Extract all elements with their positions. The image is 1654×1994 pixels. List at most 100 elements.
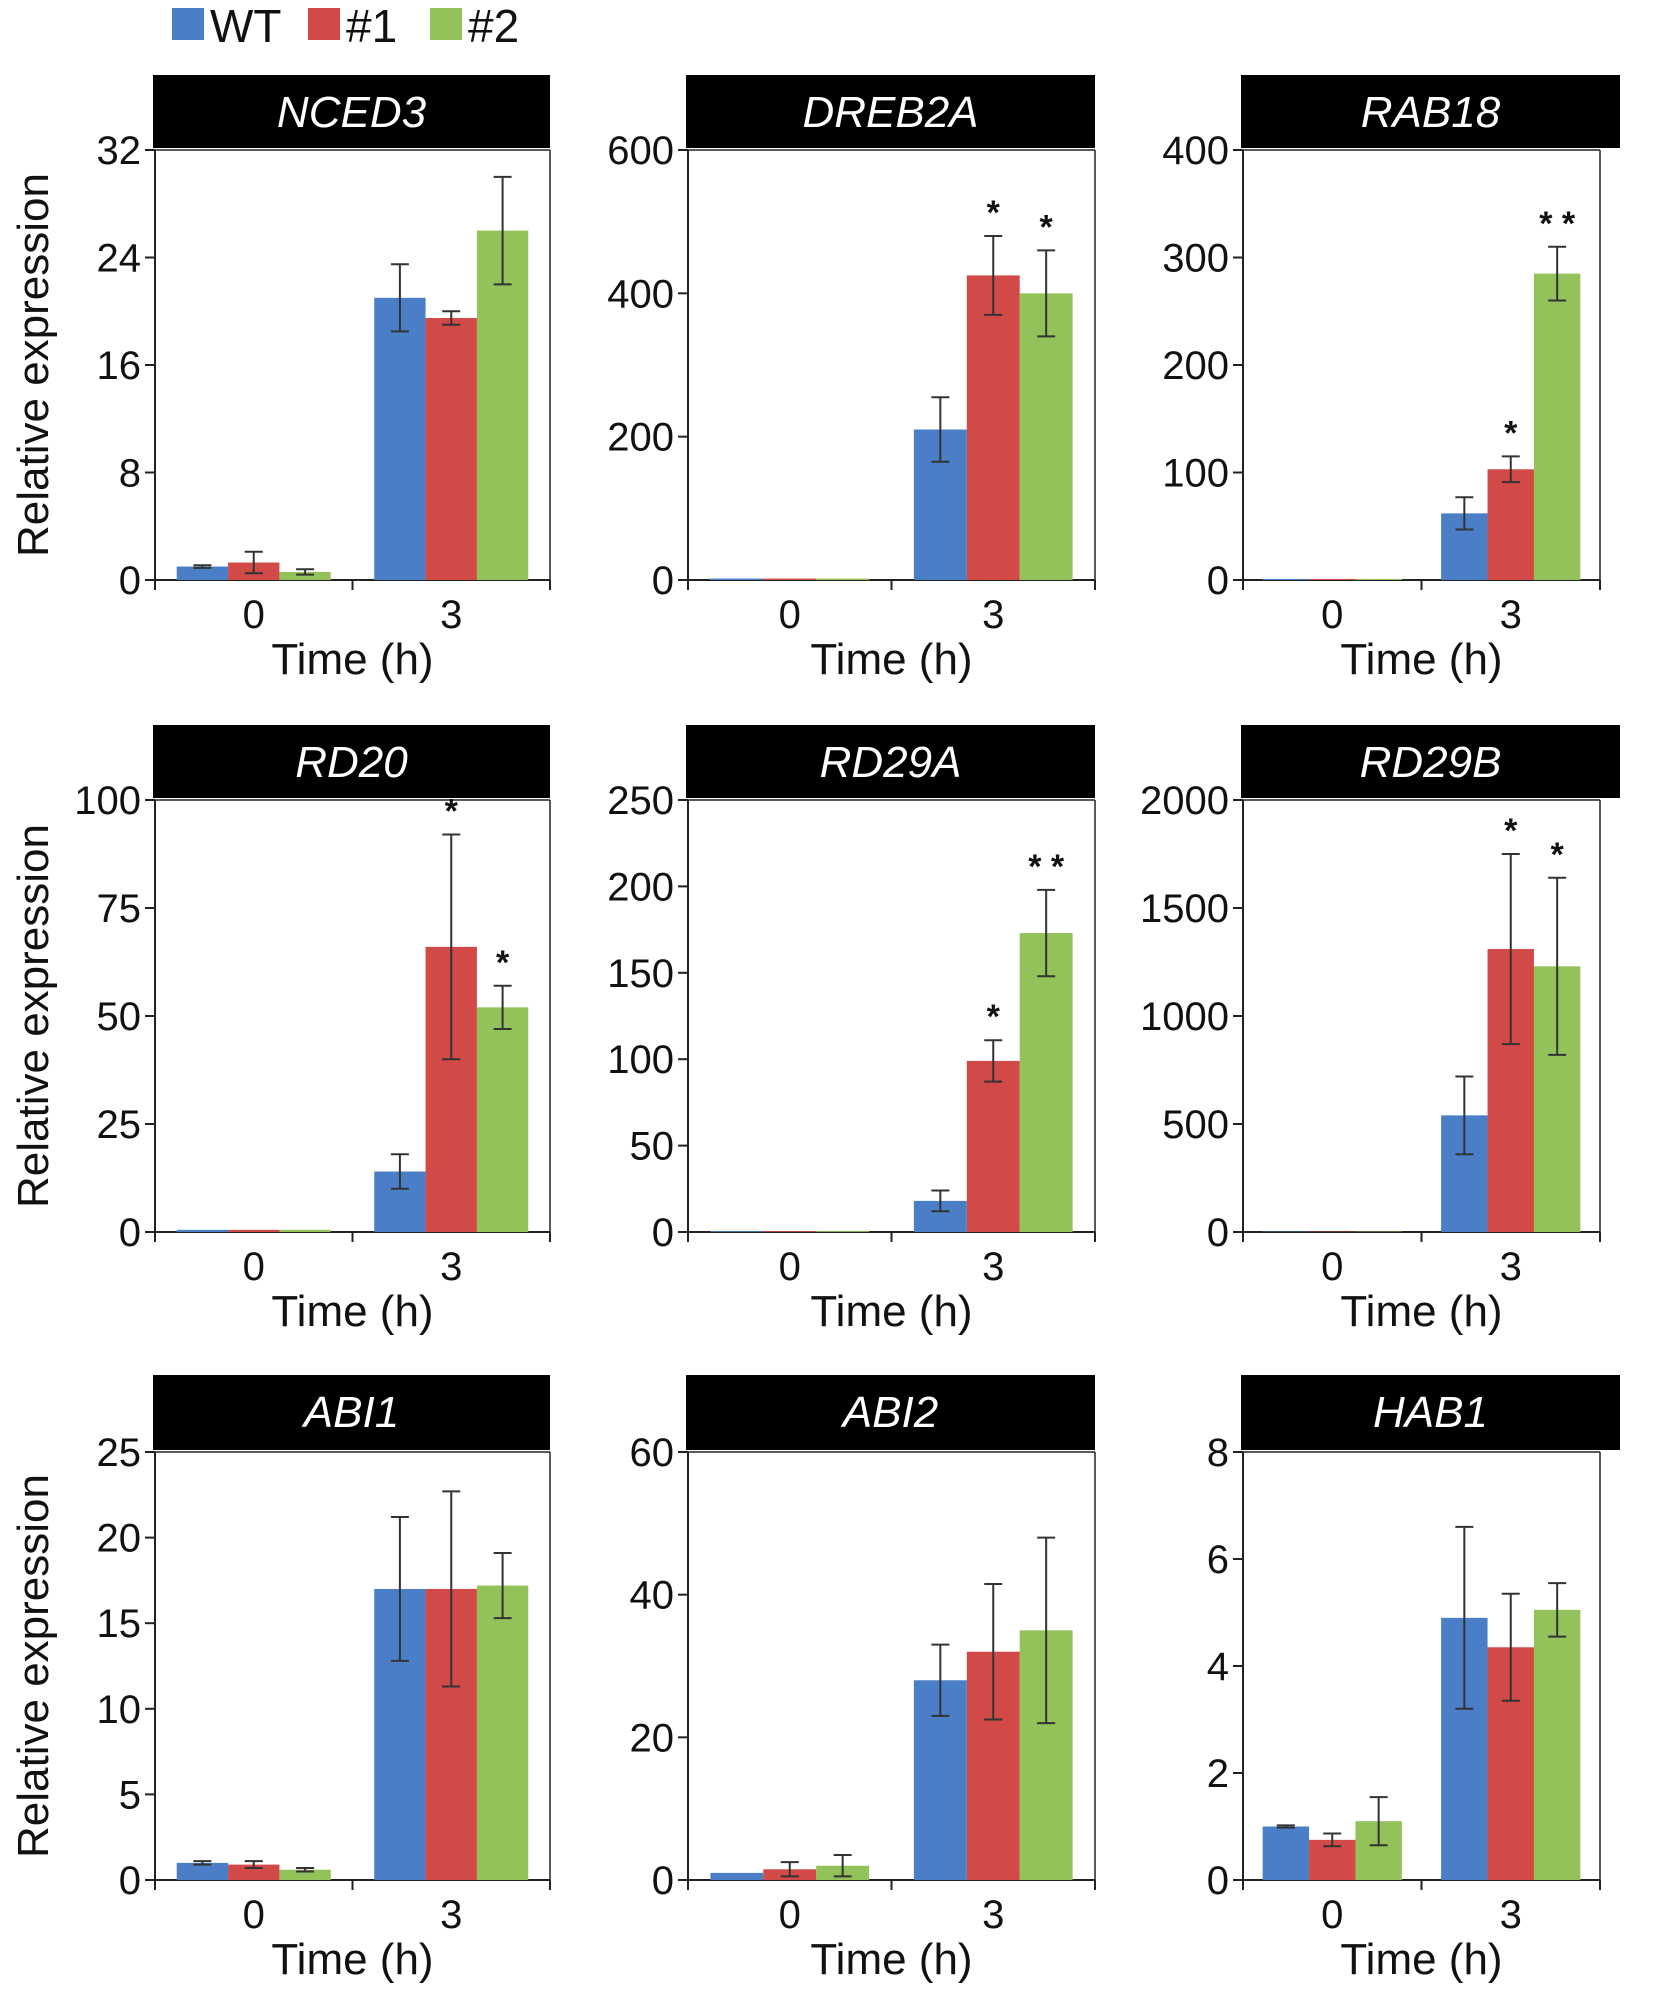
bar-wt-t3: [374, 297, 426, 580]
y-tick-label: 100: [607, 1038, 674, 1082]
significance-marker: *: [987, 194, 1001, 232]
y-tick-label: 20: [630, 1716, 675, 1760]
x-tick-label: 0: [779, 1893, 801, 1937]
bar-2-t0: [816, 578, 870, 580]
x-tick-label: 0: [243, 593, 265, 637]
y-tick-label: 0: [1207, 1859, 1229, 1903]
bar-2-t3: [1019, 933, 1073, 1232]
bar-1-t0: [763, 1231, 817, 1232]
bar-2-t0: [279, 1229, 331, 1232]
chart-title: ABI1: [301, 1388, 399, 1437]
y-tick-label: 2000: [1140, 779, 1229, 823]
y-tick-label: 0: [1207, 559, 1229, 603]
y-tick-label: 600: [607, 129, 674, 173]
chart-rd29b: RD29B 0 500 1000 1500 2000 0 3 * * Time (h): [1140, 725, 1620, 1336]
y-tick-label: 5: [119, 1773, 141, 1817]
y-tick-label: 8: [1207, 1431, 1229, 1475]
significance-marker: *: [1040, 208, 1054, 246]
x-axis-label: Time (h): [271, 1287, 433, 1336]
legend: WT #1 #2: [172, 0, 519, 52]
bar-2-t3: [1533, 1609, 1581, 1880]
bar-wt-t0: [176, 1229, 229, 1232]
y-tick-label: 16: [97, 344, 142, 388]
chart-title: RAB18: [1361, 88, 1501, 137]
bar-2-t3: [476, 1585, 529, 1880]
x-axis-label: Time (h): [271, 1935, 433, 1984]
x-tick-label: 3: [440, 593, 462, 637]
legend-swatch-2: [430, 8, 462, 40]
y-tick-label: 1500: [1140, 887, 1229, 931]
bar-wt-t0: [176, 1862, 229, 1880]
bar-wt-t0: [710, 1231, 764, 1232]
y-tick-label: 500: [1162, 1103, 1229, 1147]
y-tick-label: 100: [74, 779, 141, 823]
bar-1-t0: [228, 1864, 280, 1880]
significance-marker: * *: [1028, 848, 1065, 886]
y-tick-label: 75: [97, 887, 142, 931]
bar-wt-t0: [1262, 578, 1310, 580]
bar-1-t0: [228, 1229, 280, 1232]
x-axis-label: Time (h): [810, 1935, 972, 1984]
x-tick-label: 3: [440, 1245, 462, 1289]
y-tick-label: 400: [1162, 129, 1229, 173]
significance-marker: * *: [1539, 205, 1576, 243]
chart-title-banner: [1241, 725, 1620, 798]
y-tick-label: 25: [97, 1103, 142, 1147]
chart-rd20: RD20 0 25 50 75 100 0 3 * * Time (h) Relative expre…: [9, 725, 551, 1336]
bar-1-t3: [966, 1060, 1020, 1232]
y-tick-label: 32: [97, 129, 142, 173]
x-axis-label: Time (h): [810, 1287, 972, 1336]
chart-title-banner: [153, 1375, 550, 1450]
y-tick-label: 200: [607, 416, 674, 460]
significance-marker: *: [445, 793, 459, 831]
y-tick-label: 0: [119, 1211, 141, 1255]
y-tick-label: 50: [630, 1125, 675, 1169]
x-tick-label: 3: [1500, 1245, 1522, 1289]
y-tick-label: 400: [607, 272, 674, 316]
bar-2-t3: [476, 1007, 529, 1232]
chart-title-banner: [686, 75, 1095, 148]
y-tick-label: 200: [607, 865, 674, 909]
chart-title: HAB1: [1373, 1388, 1488, 1437]
bar-2-t0: [279, 571, 331, 580]
y-tick-label: 20: [97, 1517, 142, 1561]
y-tick-label: 150: [607, 952, 674, 996]
x-tick-label: 3: [1500, 593, 1522, 637]
bar-2-t0: [1355, 578, 1402, 580]
x-axis-label: Time (h): [271, 635, 433, 684]
legend-label-wt: WT: [210, 0, 282, 52]
y-tick-label: 6: [1207, 1538, 1229, 1582]
chart-title-banner: [153, 75, 550, 148]
significance-marker: *: [1504, 414, 1518, 452]
y-tick-label: 0: [119, 559, 141, 603]
chart-title: RD29A: [820, 738, 962, 787]
y-tick-label: 4: [1207, 1645, 1229, 1689]
x-tick-label: 3: [440, 1893, 462, 1937]
x-axis-label: Time (h): [810, 635, 972, 684]
bar-wt-t0: [1262, 1826, 1310, 1880]
x-tick-label: 3: [982, 1893, 1004, 1937]
y-tick-label: 0: [652, 1859, 674, 1903]
y-tick-label: 15: [97, 1602, 142, 1646]
bar-1-t3: [966, 275, 1020, 580]
chart-title: RD20: [295, 738, 408, 787]
bar-1-t3: [1487, 469, 1534, 580]
legend-swatch-1: [308, 8, 340, 40]
legend-label-1: #1: [346, 0, 397, 52]
bar-2-t0: [279, 1869, 331, 1880]
x-axis-label: Time (h): [1340, 1287, 1502, 1336]
x-tick-label: 0: [1321, 593, 1343, 637]
x-tick-label: 0: [243, 1245, 265, 1289]
y-tick-label: 0: [119, 1859, 141, 1903]
y-tick-label: 60: [630, 1431, 675, 1475]
y-tick-label: 50: [97, 995, 142, 1039]
y-axis-label: Relative expression: [9, 824, 58, 1208]
significance-marker: *: [496, 944, 510, 982]
y-tick-label: 25: [97, 1431, 142, 1475]
bar-wt-t0: [710, 1872, 764, 1880]
x-tick-label: 3: [982, 593, 1004, 637]
chart-dreb2a: DREB2A 0 200 400 600 0 3 * * Time (h): [607, 75, 1096, 684]
